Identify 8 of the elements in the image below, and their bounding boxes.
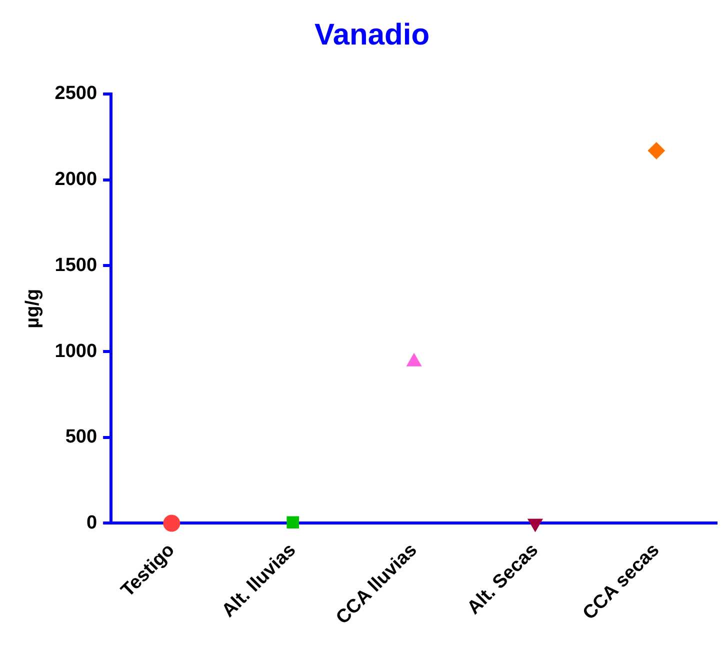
- y-tick-label: 2500: [54, 83, 98, 104]
- y-axis-title: µg/g: [22, 288, 44, 328]
- y-tick-label: 0: [86, 512, 98, 534]
- y-tick-label: 500: [65, 426, 98, 448]
- y-tick-label: 2000: [54, 169, 98, 190]
- y-tick-label: 1000: [54, 340, 98, 362]
- y-tick-label: 1500: [54, 254, 98, 276]
- chart-title: Vanadio: [314, 18, 430, 52]
